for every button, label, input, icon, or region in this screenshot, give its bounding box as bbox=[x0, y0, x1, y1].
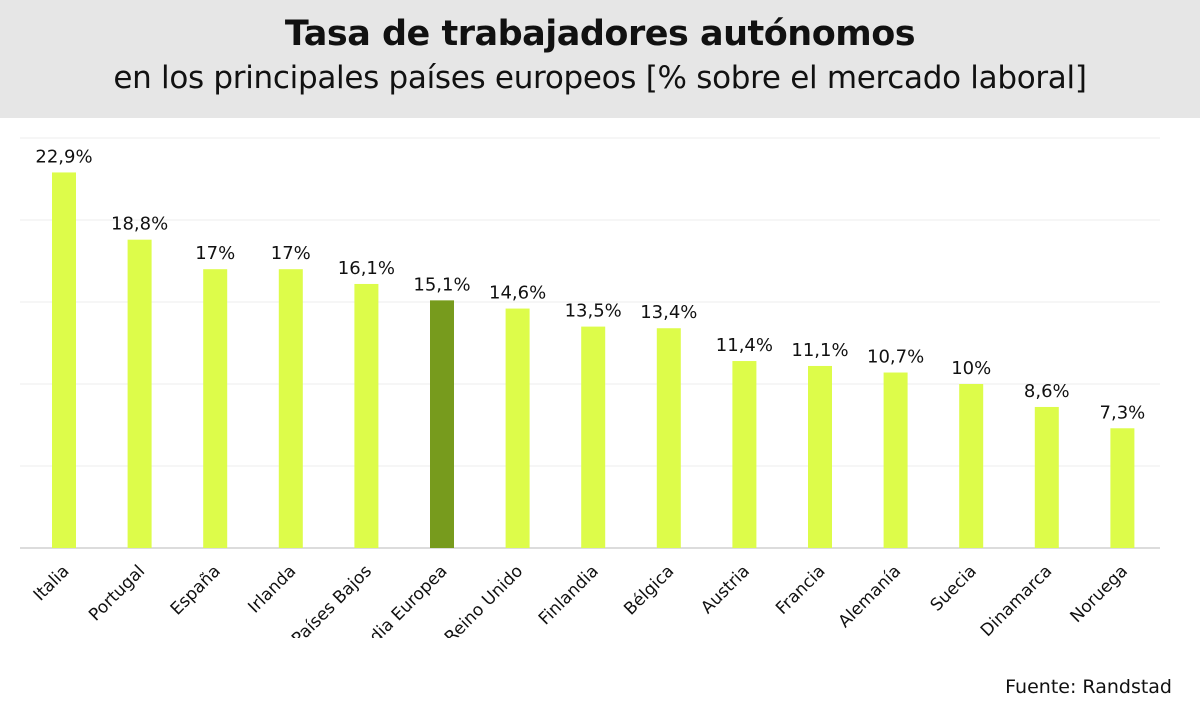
x-tick-label: Países Bajos bbox=[288, 561, 376, 638]
x-tick-label: Finlandia bbox=[535, 561, 603, 629]
data-label: 22,9% bbox=[35, 146, 92, 167]
data-label: 18,8% bbox=[111, 214, 168, 235]
bar bbox=[278, 269, 303, 548]
x-tick-label: Portugal bbox=[85, 561, 149, 625]
bar bbox=[203, 269, 228, 548]
x-tick-label: Reino Unido bbox=[441, 561, 527, 638]
chart-subtitle: en los principales países europeos [% so… bbox=[113, 60, 1087, 96]
bar bbox=[732, 361, 757, 548]
bar bbox=[127, 239, 152, 548]
x-tick-label: Noruega bbox=[1066, 561, 1131, 626]
bar bbox=[581, 326, 606, 548]
data-label: 10% bbox=[951, 358, 991, 379]
bar bbox=[808, 365, 832, 548]
data-label: 7,3% bbox=[1100, 402, 1146, 423]
data-label: 15,1% bbox=[413, 274, 470, 295]
data-label: 13,5% bbox=[565, 301, 622, 322]
data-label: 17% bbox=[195, 243, 235, 264]
data-label: 17% bbox=[271, 243, 311, 264]
data-label: 11,1% bbox=[791, 340, 848, 361]
data-label: 11,4% bbox=[716, 335, 773, 356]
data-label: 16,1% bbox=[338, 258, 395, 279]
bar bbox=[52, 172, 76, 548]
bar bbox=[959, 384, 984, 548]
bar bbox=[1034, 406, 1059, 548]
data-label: 14,6% bbox=[489, 283, 546, 304]
bar bbox=[354, 283, 379, 548]
x-tick-label: Italia bbox=[30, 561, 74, 605]
x-tick-label: Bélgica bbox=[620, 561, 678, 619]
x-tick-label: Francia bbox=[772, 561, 829, 618]
x-tick-label: España bbox=[167, 561, 225, 619]
x-tick-label: Austria bbox=[697, 561, 754, 618]
source-note: Fuente: Randstad bbox=[1005, 676, 1172, 698]
bar bbox=[656, 328, 681, 548]
x-tick-label: Suecia bbox=[927, 561, 981, 615]
x-tick-label: Irlanda bbox=[244, 561, 300, 617]
chart-title: Tasa de trabajadores autónomos bbox=[284, 14, 916, 54]
bar bbox=[505, 308, 530, 548]
data-label: 13,4% bbox=[640, 302, 697, 323]
bar bbox=[883, 372, 908, 548]
data-label: 10,7% bbox=[867, 347, 924, 368]
bar-chart: 22,9% Italia 18,8% Portugal 17% España 17% Irla… bbox=[20, 137, 1160, 638]
x-tick-label: Alemanía bbox=[835, 561, 906, 632]
x-tick-label: Dinamarca bbox=[977, 561, 1056, 638]
data-label: 8,6% bbox=[1024, 381, 1070, 402]
bar bbox=[1110, 428, 1135, 548]
chart-header: Tasa de trabajadores autónomos en los pr… bbox=[0, 0, 1200, 118]
bar bbox=[430, 300, 454, 548]
